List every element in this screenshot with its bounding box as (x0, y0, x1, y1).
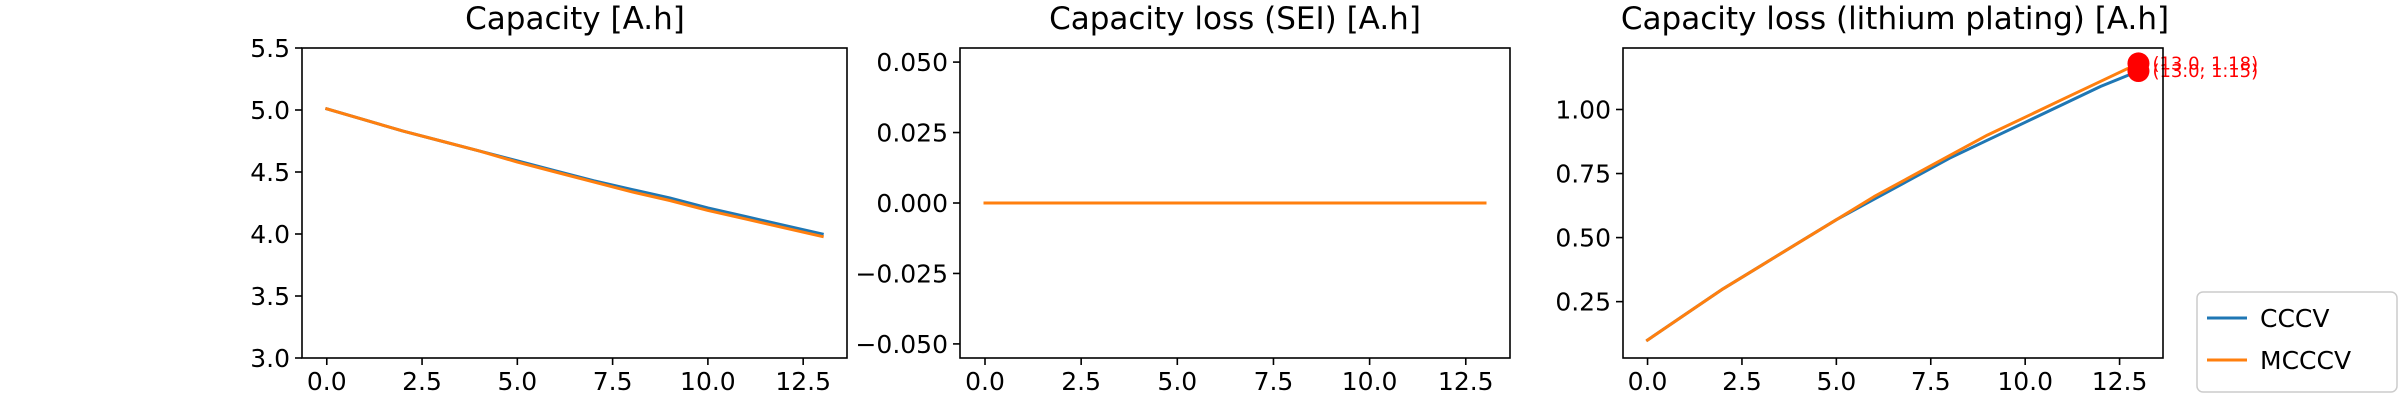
capacity-plot-area: 0.0 2.5 5.0 7.5 10.0 12.5 3.0 3.5 4.0 4.5 5.0 5.5 (250, 34, 848, 396)
capacity-panel: Capacity [A.h] 0.0 2.5 5.0 7.5 10.0 12.5 3.0 3.… (250, 1, 848, 396)
capacity-ytick-label: 5.0 (250, 96, 290, 125)
lithium-plating-loss-ytick-label: 0.25 (1555, 288, 1611, 317)
legend-label-cccv: CCCV (2260, 304, 2329, 333)
sei-loss-ytick-label: −0.050 (855, 330, 948, 359)
capacity-ytick-label: 3.5 (250, 282, 290, 311)
capacity-xtick-label: 10.0 (680, 367, 736, 396)
sei-loss-xtick-label: 12.5 (1438, 367, 1494, 396)
sei-loss-xtick-label: 2.5 (1061, 367, 1101, 396)
legend: CCCV MCCCV (2196, 291, 2398, 393)
lithium-plating-loss-panel-title: Capacity loss (lithium plating) [A.h] (1621, 1, 2169, 37)
capacity-xtick-label: 0.0 (307, 367, 347, 396)
sei-loss-ytick-label: 0.000 (876, 189, 948, 218)
lithium-plating-loss-panel: Capacity loss (lithium plating) [A.h] (1… (1555, 1, 2258, 396)
lithium-plating-loss-xtick-label: 10.0 (1997, 367, 2053, 396)
lithium-plating-loss-marker-1 (2127, 52, 2150, 75)
sei-loss-panel: Capacity loss (SEI) [A.h] 0.0 2.5 5.0 7.5 10… (855, 1, 1511, 396)
lithium-plating-loss-xtick-label: 12.5 (2092, 367, 2148, 396)
sei-loss-ytick-label: 0.025 (876, 119, 948, 148)
sei-loss-xtick-label: 5.0 (1157, 367, 1197, 396)
sei-loss-xtick-label: 0.0 (965, 367, 1005, 396)
capacity-ytick-label: 4.0 (250, 220, 290, 249)
lithium-plating-loss-ytick-label: 1.00 (1555, 95, 1611, 124)
lithium-plating-loss-ytick-label: 0.50 (1555, 224, 1611, 253)
capacity-xtick-label: 2.5 (402, 367, 442, 396)
capacity-ytick-label: 5.5 (250, 34, 290, 63)
lithium-plating-loss-xtick-label: 2.5 (1722, 367, 1762, 396)
lithium-plating-loss-xtick-label: 7.5 (1911, 367, 1951, 396)
capacity-xtick-label: 7.5 (593, 367, 633, 396)
legend-label-mcccv: MCCCV (2260, 346, 2351, 375)
lithium-plating-loss-axes-frame (1622, 47, 2164, 359)
lithium-plating-loss-series-mcccv (1645, 61, 2141, 343)
sei-loss-panel-title: Capacity loss (SEI) [A.h] (1049, 1, 1421, 37)
lithium-plating-loss-marker-label-0: (13.0, 1.15) (2152, 61, 2258, 82)
sei-loss-xtick-label: 7.5 (1254, 367, 1294, 396)
capacity-ytick-label: 3.0 (250, 344, 290, 373)
sei-loss-xtick-label: 10.0 (1342, 367, 1398, 396)
lithium-plating-loss-plot-area: (13.0, 1.15)(13.0, 1.18) 0.0 2.5 5.0 7.5 10.0… (1555, 47, 2258, 396)
capacity-xtick-label: 5.0 (497, 367, 537, 396)
sei-loss-ytick-label: −0.025 (855, 259, 948, 288)
capacity-axes-frame (301, 47, 848, 359)
sei-loss-ytick-label: 0.050 (876, 48, 948, 77)
capacity-series-mcccv (324, 106, 824, 239)
lithium-plating-loss-xtick-label: 0.0 (1628, 367, 1668, 396)
capacity-xtick-label: 12.5 (775, 367, 831, 396)
capacity-ytick-label: 4.5 (250, 158, 290, 187)
lithium-plating-loss-ytick-label: 0.75 (1555, 160, 1611, 189)
lithium-plating-loss-xtick-label: 5.0 (1816, 367, 1856, 396)
capacity-panel-title: Capacity [A.h] (465, 1, 685, 37)
lithium-plating-loss-marker-label-1: (13.0, 1.18) (2152, 53, 2258, 74)
sei-loss-plot-area: 0.0 2.5 5.0 7.5 10.0 12.5 −0.050 −0.025 0.000 0.0… (855, 47, 1511, 396)
